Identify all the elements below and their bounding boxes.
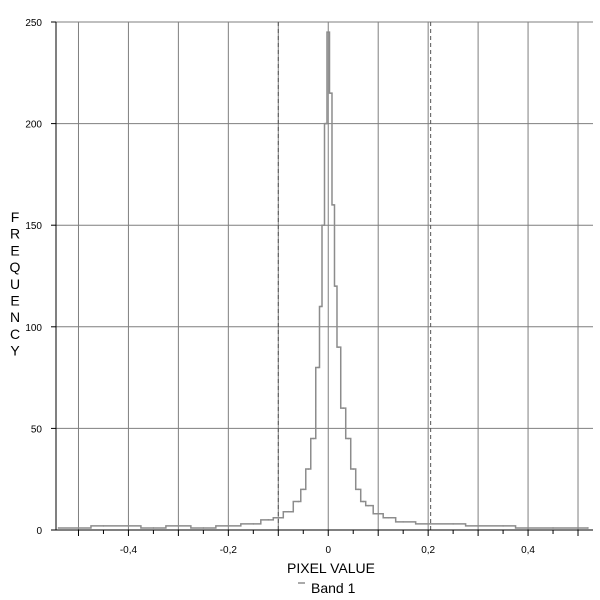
y-tick-label: 200 (25, 120, 42, 131)
data-point (322, 224, 325, 226)
data-point (324, 122, 327, 125)
y-tick-label: 50 (31, 424, 43, 435)
data-point (377, 512, 380, 515)
data-point (177, 525, 180, 527)
y-axis-label-letter: U (10, 276, 20, 292)
y-tick-label: 150 (25, 221, 42, 232)
data-point (362, 500, 365, 503)
data-point (427, 523, 429, 525)
data-point (102, 525, 105, 527)
x-axis-label: PIXEL VALUE (287, 560, 375, 576)
data-point (297, 500, 300, 503)
data-point (307, 468, 310, 470)
grid-lines (56, 21, 593, 531)
data-point (312, 437, 315, 440)
y-tick-label: 250 (25, 18, 42, 29)
series-layer (57, 31, 589, 529)
data-point (367, 504, 370, 507)
series-line-0 (58, 31, 589, 529)
data-point (227, 525, 230, 527)
axes (51, 21, 593, 536)
legend-label-band-1: Band 1 (311, 580, 356, 596)
y-tick-label: 100 (25, 323, 42, 334)
y-axis-label-letter: E (10, 242, 19, 258)
data-point (387, 517, 389, 519)
data-point (319, 305, 322, 308)
data-point (202, 527, 205, 529)
y-axis-label-letter: E (10, 293, 19, 309)
data-point (577, 527, 579, 529)
data-point (329, 92, 332, 94)
x-tick-label: 0 (325, 545, 331, 556)
x-tick-label: -0,4 (120, 545, 138, 556)
x-tick-label: 0,4 (521, 545, 535, 556)
data-point (252, 523, 255, 525)
data-point (77, 527, 80, 529)
y-axis-label-letter: N (10, 309, 20, 325)
data-point (587, 527, 589, 529)
data-point (357, 488, 360, 491)
data-point (342, 407, 345, 409)
data-point (327, 31, 330, 33)
data-point (302, 488, 305, 491)
y-tick-label: 0 (36, 526, 42, 537)
data-point (267, 519, 270, 521)
data-point (334, 285, 337, 287)
legend: Band 1 (298, 580, 356, 596)
y-axis-label-letter: Q (10, 259, 21, 275)
data-point (452, 523, 454, 525)
data-point (552, 527, 554, 529)
data-point (502, 525, 504, 527)
data-point (277, 517, 280, 519)
data-point (127, 525, 130, 527)
y-axis-label-letter: F (11, 209, 20, 225)
y-axis-label-letter: R (10, 226, 20, 242)
reference-lines (277, 22, 432, 530)
data-point (402, 521, 404, 523)
data-point (152, 527, 155, 529)
data-point (347, 437, 350, 440)
data-point (477, 525, 479, 527)
x-tick-label: -0,2 (220, 545, 238, 556)
data-point (57, 527, 60, 529)
y-axis-label-letter: C (10, 326, 20, 342)
data-point (287, 510, 290, 513)
data-point (352, 468, 355, 470)
data-point (317, 366, 320, 369)
x-tick-labels: -0,4 -0,2 0 0,2 0,4 (120, 545, 536, 556)
data-point (337, 346, 340, 348)
y-tick-labels: 0 50 100 150 200 250 (25, 18, 42, 537)
data-point (332, 204, 335, 206)
data-point (527, 527, 529, 529)
x-tick-label: 0,2 (421, 545, 435, 556)
y-axis-label-letter: Y (10, 343, 20, 359)
